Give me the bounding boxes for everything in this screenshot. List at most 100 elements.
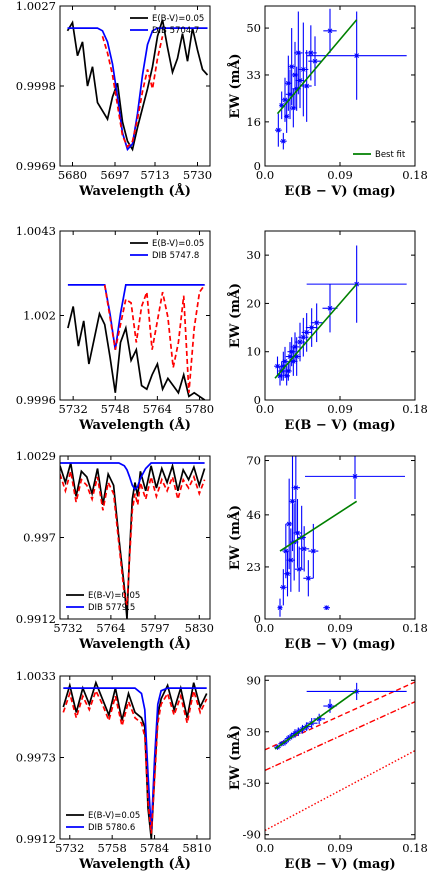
x-tick-label: 0.0 bbox=[256, 621, 274, 635]
spectrum-series-2 bbox=[67, 27, 208, 152]
x-tick-label: 0.09 bbox=[327, 402, 353, 416]
point-marker bbox=[277, 605, 283, 611]
chart-panel-5: 5732 5764 5797 5830 0.9912 0.997 1.0029 Wavelen… bbox=[16, 449, 214, 652]
point-marker bbox=[308, 50, 314, 56]
legend-label: DIB 5747.8 bbox=[152, 251, 199, 261]
axes-frame bbox=[264, 675, 416, 840]
data-point-1 bbox=[277, 598, 283, 617]
plot-area bbox=[67, 284, 206, 400]
spectrum-series-3 bbox=[101, 36, 164, 149]
data-point-15 bbox=[301, 50, 312, 122]
data-point-17 bbox=[308, 36, 322, 86]
point-marker bbox=[310, 548, 316, 554]
y-tick-label: 1.0043 bbox=[16, 224, 56, 238]
y-tick-label: 90 bbox=[246, 673, 261, 687]
data-point-18 bbox=[322, 284, 338, 333]
y-tick-label: 30 bbox=[246, 725, 261, 739]
chart-panel-8: 0.0 0.09 0.18 -90 -30 30 90 E(B − V) (mag) EW (m… bbox=[227, 673, 428, 872]
y-tick-label: 23 bbox=[246, 560, 261, 574]
data-point-10 bbox=[293, 499, 302, 567]
data-point-5 bbox=[285, 478, 293, 570]
point-marker bbox=[304, 83, 310, 89]
spectrum-series-1 bbox=[60, 462, 206, 619]
data-point-17 bbox=[310, 303, 323, 343]
point-marker bbox=[297, 339, 303, 345]
data-point-16 bbox=[305, 308, 318, 347]
legend-label: E(B-V)=0.05 bbox=[152, 14, 204, 24]
plot-area bbox=[275, 8, 407, 150]
data-point-7 bbox=[285, 361, 292, 381]
spectrum-series-3 bbox=[62, 688, 208, 834]
legend-label: E(B-V)=0.05 bbox=[152, 239, 204, 249]
y-tick-label: 10 bbox=[246, 345, 261, 359]
x-tick-label: 0.09 bbox=[327, 621, 353, 635]
point-marker bbox=[284, 113, 290, 119]
point-marker bbox=[285, 571, 290, 577]
y-tick-label: 0 bbox=[254, 612, 261, 626]
x-tick-label: 5732 bbox=[55, 841, 84, 855]
x-tick-label: 5764 bbox=[143, 402, 172, 416]
point-marker bbox=[280, 138, 286, 144]
x-axis-label: Wavelength (Å) bbox=[78, 636, 191, 652]
x-tick-label: 0.18 bbox=[402, 402, 428, 416]
y-axis-label: EW (mÅ) bbox=[227, 725, 243, 790]
y-tick-label: 0 bbox=[254, 393, 261, 407]
x-tick-label: 5697 bbox=[100, 168, 129, 182]
x-tick-label: 5730 bbox=[183, 168, 212, 182]
data-point-6 bbox=[286, 528, 295, 592]
y-tick-label: 20 bbox=[246, 296, 261, 310]
point-marker bbox=[304, 330, 310, 335]
y-tick-label: 0.997 bbox=[23, 531, 56, 545]
y-tick-label: -30 bbox=[242, 776, 261, 790]
reference-line-2 bbox=[265, 701, 415, 772]
y-tick-label: 16 bbox=[246, 115, 261, 129]
x-tick-label: 5732 bbox=[53, 621, 82, 635]
x-tick-label: 5780 bbox=[185, 402, 214, 416]
spectrum-series-3 bbox=[103, 284, 206, 393]
point-marker bbox=[324, 605, 330, 611]
point-marker bbox=[305, 575, 311, 581]
legend-label: Best fit bbox=[375, 150, 406, 160]
point-marker bbox=[275, 127, 281, 133]
point-marker bbox=[314, 320, 320, 326]
x-tick-label: 0.18 bbox=[402, 841, 428, 855]
legend-label: E(B-V)=0.05 bbox=[88, 591, 140, 601]
data-point-14 bbox=[303, 560, 314, 597]
point-marker bbox=[309, 325, 315, 330]
data-point-8 bbox=[288, 28, 295, 106]
x-tick-label: 5758 bbox=[98, 841, 127, 855]
x-tick-label: 5784 bbox=[140, 841, 169, 855]
point-marker bbox=[327, 28, 333, 34]
x-tick-label: 5732 bbox=[59, 402, 88, 416]
data-point-19 bbox=[306, 11, 407, 100]
data-point-17 bbox=[305, 456, 405, 500]
x-tick-label: 0.18 bbox=[402, 621, 428, 635]
chart-panel-3: 5732 5748 5764 5780 0.9996 1.002 1.0043 Wavelen… bbox=[16, 224, 214, 433]
fit-line bbox=[279, 500, 358, 552]
point-marker bbox=[300, 334, 306, 340]
y-tick-label: 0.9996 bbox=[16, 393, 56, 407]
point-marker bbox=[352, 474, 358, 479]
y-tick-label: 1.0027 bbox=[16, 0, 56, 13]
point-marker bbox=[312, 58, 318, 64]
point-marker bbox=[286, 521, 292, 527]
x-axis-label: E(B − V) (mag) bbox=[284, 418, 395, 433]
x-tick-label: 5830 bbox=[185, 621, 214, 635]
x-tick-label: 5797 bbox=[140, 621, 169, 635]
point-marker bbox=[301, 546, 307, 552]
x-tick-label: 0.09 bbox=[327, 841, 353, 855]
spectrum-series-2 bbox=[63, 687, 207, 831]
data-point-9 bbox=[291, 456, 300, 533]
data-point-2 bbox=[279, 91, 285, 120]
data-point-18 bbox=[323, 8, 337, 53]
plot-area bbox=[277, 456, 405, 617]
y-tick-label: 0.9973 bbox=[16, 751, 56, 765]
data-point-7 bbox=[289, 456, 296, 552]
y-tick-label: 1.0033 bbox=[16, 669, 56, 683]
point-marker bbox=[327, 305, 333, 311]
spectrum-series-3 bbox=[60, 471, 206, 606]
point-marker bbox=[327, 703, 333, 709]
y-tick-label: 0.9912 bbox=[16, 832, 56, 846]
point-marker bbox=[288, 557, 294, 563]
